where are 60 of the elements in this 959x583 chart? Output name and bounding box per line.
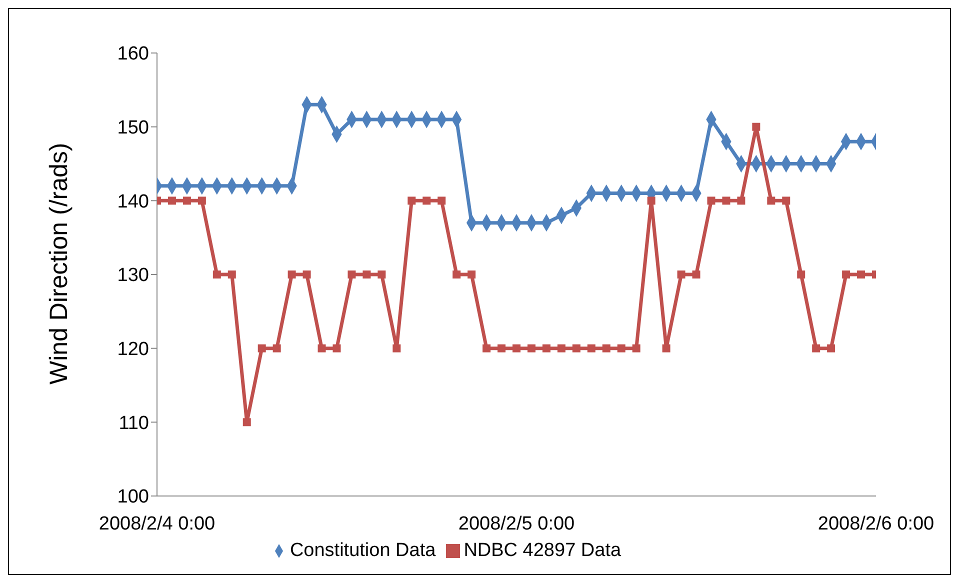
legend-label: NDBC 42897 Data (464, 540, 622, 561)
point (392, 344, 401, 352)
point (228, 270, 236, 278)
point (378, 270, 386, 278)
point (468, 270, 476, 278)
point (258, 344, 266, 352)
point (168, 196, 176, 205)
point (737, 196, 746, 205)
point (797, 270, 806, 278)
point (632, 344, 640, 352)
x-tick-label: 2008/2/5 0:00 (458, 513, 575, 534)
point (572, 344, 580, 352)
point (527, 344, 536, 352)
point (647, 196, 656, 205)
point (318, 344, 326, 352)
point (557, 344, 566, 352)
point (707, 196, 716, 205)
point (498, 344, 506, 352)
y-axis-title: Wind Direction (/rads) (44, 142, 73, 384)
point (752, 122, 760, 131)
y-tick-label: 140 (117, 191, 149, 212)
legend-label: Constitution Data (290, 540, 436, 561)
point (302, 270, 311, 278)
y-tick-label: 160 (117, 44, 149, 65)
point (542, 344, 550, 352)
point (857, 270, 866, 278)
point (512, 344, 520, 352)
point (722, 196, 730, 205)
point (332, 344, 341, 352)
point (692, 270, 700, 278)
x-tick-label: 2008/2/6 0:00 (818, 513, 934, 534)
point (348, 270, 356, 278)
point (842, 270, 850, 278)
point (212, 270, 221, 278)
y-tick-label: 150 (117, 118, 149, 139)
point (812, 344, 820, 352)
point (602, 344, 610, 352)
y-tick-label: 100 (117, 486, 149, 508)
point (422, 196, 431, 205)
point (587, 344, 596, 352)
point (198, 196, 206, 205)
point (408, 196, 416, 205)
point (452, 270, 461, 278)
y-tick-label: 110 (118, 412, 149, 434)
point (272, 344, 281, 352)
point (677, 270, 686, 278)
point (438, 196, 446, 205)
x-tick-label: 2008/2/4 0:00 (98, 513, 216, 534)
point (482, 344, 491, 352)
point (782, 196, 790, 205)
point (288, 270, 296, 278)
point (362, 270, 371, 278)
y-tick-label: 130 (117, 265, 149, 286)
point (242, 418, 251, 426)
y-tick-label: 120 (117, 339, 149, 360)
point (827, 344, 836, 352)
point (662, 344, 670, 352)
point (767, 196, 776, 205)
point (617, 344, 626, 352)
point (182, 196, 191, 205)
